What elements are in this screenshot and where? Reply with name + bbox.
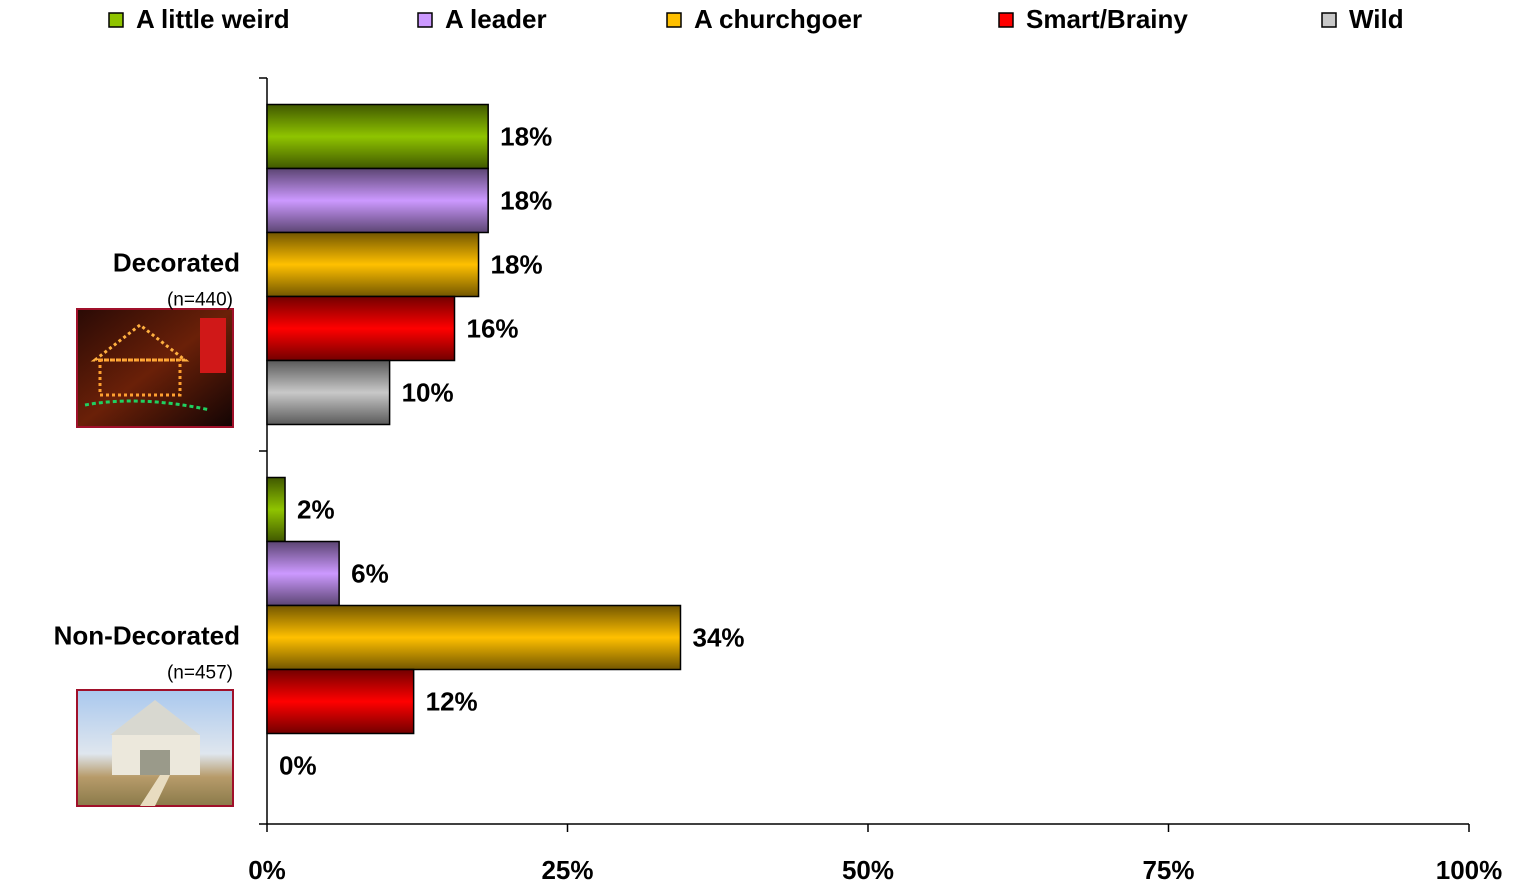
legend-label: Wild <box>1349 4 1404 34</box>
x-tick-label: 50% <box>842 855 894 885</box>
legend-swatch <box>1321 12 1337 28</box>
bar <box>266 476 286 543</box>
data-label: 0% <box>279 750 317 780</box>
bar <box>266 167 489 234</box>
non-decorated-photo <box>76 689 234 807</box>
x-tick-label: 25% <box>541 855 593 885</box>
category-note: (n=440) <box>167 290 233 311</box>
legend-swatch <box>998 12 1014 28</box>
data-label: 2% <box>297 494 335 524</box>
legend-label: A little weird <box>136 4 290 34</box>
data-label: 12% <box>426 686 478 716</box>
category-note: (n=457) <box>167 663 233 684</box>
data-label: 18% <box>500 185 552 215</box>
data-label: 6% <box>351 558 389 588</box>
legend-swatch <box>666 12 682 28</box>
legend-label: A leader <box>445 4 547 34</box>
category-label: Non-Decorated <box>54 620 240 650</box>
data-label: 18% <box>491 249 543 279</box>
bar <box>266 295 456 362</box>
legend-swatch <box>417 12 433 28</box>
bar <box>266 668 415 735</box>
category-label: Decorated <box>113 247 240 277</box>
legend-swatch <box>108 12 124 28</box>
data-label: 10% <box>402 377 454 407</box>
decorated-photo <box>76 308 234 428</box>
bar <box>266 103 489 170</box>
data-label: 18% <box>500 121 552 151</box>
x-tick-label: 0% <box>248 855 286 885</box>
legend-label: Smart/Brainy <box>1026 4 1188 34</box>
data-label: 34% <box>692 622 744 652</box>
bar <box>266 540 340 607</box>
bar <box>266 604 682 671</box>
x-tick-label: 100% <box>1436 855 1503 885</box>
bar <box>266 231 480 298</box>
bar <box>266 359 391 426</box>
data-label: 16% <box>467 313 519 343</box>
legend-label: A churchgoer <box>694 4 862 34</box>
x-tick-label: 75% <box>1142 855 1194 885</box>
